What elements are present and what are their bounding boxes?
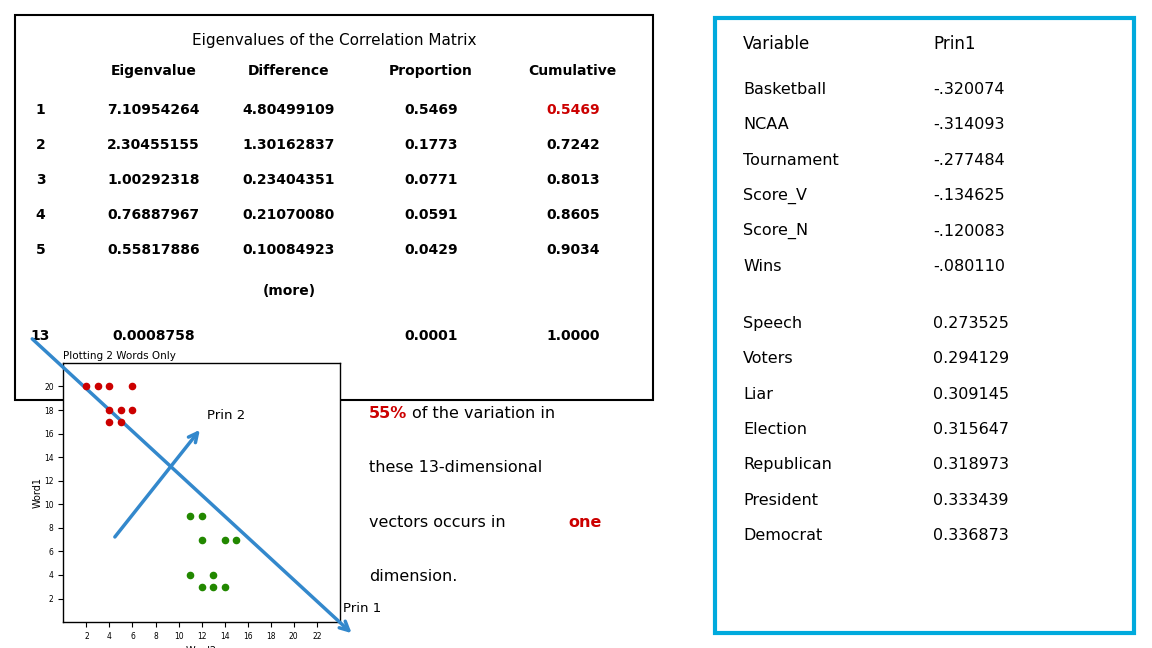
Text: 1.0000: 1.0000 xyxy=(546,329,599,343)
Text: NCAA: NCAA xyxy=(743,117,789,132)
Point xyxy=(100,405,119,415)
Text: Variable: Variable xyxy=(743,35,810,53)
Text: 3: 3 xyxy=(36,173,45,187)
X-axis label: Word2: Word2 xyxy=(185,646,218,648)
Text: Proportion: Proportion xyxy=(389,64,472,78)
Text: 7.10954264: 7.10954264 xyxy=(107,103,199,117)
Text: 4: 4 xyxy=(36,208,45,222)
Point xyxy=(192,511,211,521)
Text: Voters: Voters xyxy=(743,351,794,366)
Text: 0.8013: 0.8013 xyxy=(546,173,599,187)
Point xyxy=(181,570,199,580)
Text: 0.0429: 0.0429 xyxy=(404,243,457,257)
Text: 0.76887967: 0.76887967 xyxy=(107,208,199,222)
Text: 0.10084923: 0.10084923 xyxy=(243,243,335,257)
Text: Prin 1: Prin 1 xyxy=(343,603,381,616)
Point xyxy=(112,405,130,415)
Text: Democrat: Democrat xyxy=(743,528,823,544)
Point xyxy=(100,417,119,427)
Text: 0.21070080: 0.21070080 xyxy=(243,208,335,222)
Text: 0.0008758: 0.0008758 xyxy=(112,329,195,343)
Text: Prin1: Prin1 xyxy=(933,35,976,53)
Text: 0.0591: 0.0591 xyxy=(404,208,457,222)
Point xyxy=(227,535,245,545)
Text: 0.55817886: 0.55817886 xyxy=(107,243,199,257)
Text: 0.309145: 0.309145 xyxy=(933,387,1009,402)
Text: 2.30455155: 2.30455155 xyxy=(107,138,199,152)
Text: (more): (more) xyxy=(263,284,316,298)
Point xyxy=(192,581,211,592)
Text: -.314093: -.314093 xyxy=(933,117,1005,132)
Text: President: President xyxy=(743,493,818,508)
Text: dimension.: dimension. xyxy=(369,569,457,584)
Point xyxy=(89,381,107,391)
Text: -.080110: -.080110 xyxy=(933,259,1005,274)
Text: 0.8605: 0.8605 xyxy=(546,208,599,222)
Text: 0.23404351: 0.23404351 xyxy=(243,173,335,187)
Text: 0.318973: 0.318973 xyxy=(933,457,1009,472)
Text: Wins: Wins xyxy=(743,259,781,274)
Point xyxy=(215,581,234,592)
Text: Tournament: Tournament xyxy=(743,153,839,168)
Text: 1: 1 xyxy=(36,103,45,117)
Text: Score_N: Score_N xyxy=(743,223,809,239)
Text: Prin 2: Prin 2 xyxy=(207,410,245,422)
Point xyxy=(100,381,119,391)
Text: Speech: Speech xyxy=(743,316,802,330)
Text: 55%: 55% xyxy=(369,406,407,421)
Text: Cumulative: Cumulative xyxy=(529,64,617,78)
Y-axis label: Word1: Word1 xyxy=(32,477,43,508)
Text: 0.333439: 0.333439 xyxy=(933,493,1009,508)
Text: 0.1773: 0.1773 xyxy=(404,138,457,152)
Text: 1.30162837: 1.30162837 xyxy=(243,138,335,152)
Text: 0.5469: 0.5469 xyxy=(546,103,599,117)
FancyBboxPatch shape xyxy=(715,18,1134,633)
Text: Election: Election xyxy=(743,422,808,437)
Text: 0.9034: 0.9034 xyxy=(546,243,599,257)
Text: Score_V: Score_V xyxy=(743,187,808,203)
Text: of the variation in: of the variation in xyxy=(412,406,555,421)
Point xyxy=(123,381,142,391)
Text: Eigenvalues of the Correlation Matrix: Eigenvalues of the Correlation Matrix xyxy=(192,32,476,48)
Point xyxy=(204,581,222,592)
Point xyxy=(215,535,234,545)
Text: 0.0001: 0.0001 xyxy=(404,329,457,343)
Point xyxy=(181,511,199,521)
Text: 1.00292318: 1.00292318 xyxy=(107,173,199,187)
Text: 0.5469: 0.5469 xyxy=(404,103,457,117)
Text: Basketball: Basketball xyxy=(743,82,826,97)
Point xyxy=(192,535,211,545)
Text: 13: 13 xyxy=(31,329,51,343)
Text: Difference: Difference xyxy=(248,64,329,78)
Text: 0.315647: 0.315647 xyxy=(933,422,1009,437)
Text: Eigenvalue: Eigenvalue xyxy=(111,64,196,78)
Text: Republican: Republican xyxy=(743,457,832,472)
Text: 2: 2 xyxy=(36,138,45,152)
Point xyxy=(77,381,96,391)
Text: 4.80499109: 4.80499109 xyxy=(243,103,335,117)
Text: these 13-dimensional: these 13-dimensional xyxy=(369,461,541,476)
Text: -.120083: -.120083 xyxy=(933,224,1005,238)
Text: 0.7242: 0.7242 xyxy=(546,138,600,152)
Text: 0.0771: 0.0771 xyxy=(404,173,457,187)
Text: 0.294129: 0.294129 xyxy=(933,351,1009,366)
Point xyxy=(123,405,142,415)
Text: 0.336873: 0.336873 xyxy=(933,528,1009,544)
Text: -.134625: -.134625 xyxy=(933,188,1005,203)
Text: Plotting 2 Words Only: Plotting 2 Words Only xyxy=(63,351,176,361)
Text: -.277484: -.277484 xyxy=(933,153,1005,168)
Text: vectors occurs in: vectors occurs in xyxy=(369,515,510,529)
Point xyxy=(204,570,222,580)
Text: 0.273525: 0.273525 xyxy=(933,316,1009,330)
Text: one: one xyxy=(569,515,602,529)
Point xyxy=(112,417,130,427)
Text: 5: 5 xyxy=(36,243,45,257)
FancyBboxPatch shape xyxy=(15,15,653,400)
Text: -.320074: -.320074 xyxy=(933,82,1005,97)
Text: Liar: Liar xyxy=(743,387,773,402)
